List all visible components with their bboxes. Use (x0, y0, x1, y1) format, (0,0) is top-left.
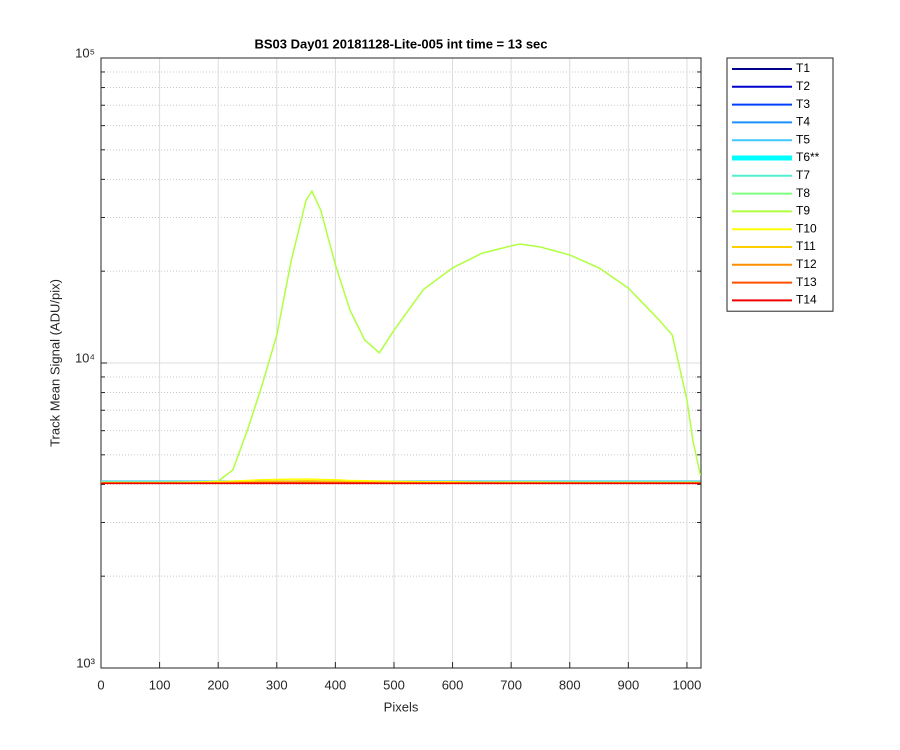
data-line (101, 189, 701, 484)
legend-box (726, 57, 834, 312)
legend-label: T13 (796, 275, 817, 289)
legend-label: T1 (796, 61, 810, 75)
chart-title: BS03 Day01 20181128-Lite-005 int time = … (254, 36, 547, 51)
x-tick-label: 200 (207, 677, 229, 692)
x-tick-label: 500 (383, 677, 405, 692)
y-tick-label: 10⁴ (75, 350, 95, 365)
plot-frame (100, 57, 702, 669)
legend-label: T6** (796, 150, 820, 164)
x-axis-label: Pixels (384, 699, 419, 714)
x-tick-label: 1000 (672, 677, 701, 692)
legend-label: T8 (796, 186, 810, 200)
y-tick-label: 10⁵ (75, 45, 95, 60)
legend-label: T14 (796, 293, 817, 307)
legend-label: T5 (796, 132, 810, 146)
legend-label: T11 (796, 239, 816, 253)
legend-label: T2 (796, 79, 810, 93)
legend-label: T12 (796, 257, 817, 271)
x-tick-label: 100 (149, 677, 171, 692)
x-tick-label: 300 (266, 677, 288, 692)
x-tick-label: 800 (559, 677, 581, 692)
legend-label: T3 (796, 97, 810, 111)
legend-label: T4 (796, 115, 810, 129)
y-axis-label: Track Mean Signal (ADU/pix) (47, 279, 62, 447)
legend-label: T10 (796, 221, 817, 235)
x-tick-label: 0 (97, 677, 104, 692)
x-tick-label: 700 (500, 677, 522, 692)
x-tick-label: 400 (325, 677, 347, 692)
legend-label: T9 (796, 204, 810, 218)
legend-label: T7 (796, 168, 810, 182)
x-tick-label: 900 (617, 677, 639, 692)
x-tick-label: 600 (442, 677, 464, 692)
y-tick-label: 10³ (76, 655, 95, 670)
